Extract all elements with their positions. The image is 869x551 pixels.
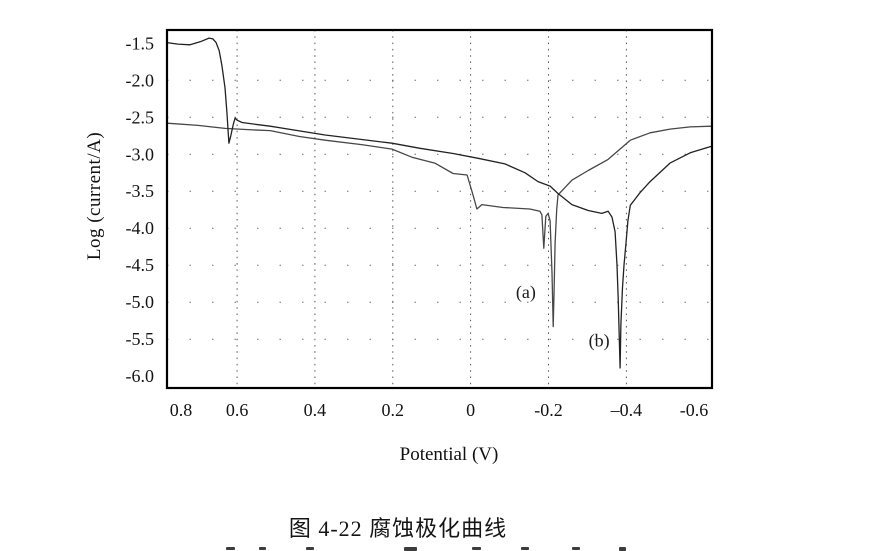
curve-b [166, 37, 713, 369]
y-tick-label: -5.0 [126, 292, 155, 312]
x-tick-label: 0.2 [382, 400, 405, 420]
y-tick-label: -4.0 [126, 218, 155, 238]
y-tick-label: -5.5 [126, 329, 155, 349]
x-tick-label: –0.4 [610, 400, 643, 420]
x-tick-label: 0.8 [170, 400, 193, 420]
plot-border [165, 28, 714, 390]
x-tick-label: 0.4 [304, 400, 327, 420]
figure-caption: 图 4-22 腐蚀极化曲线 [288, 516, 508, 541]
x-tick-label: 0.6 [226, 400, 249, 420]
y-tick-label: -1.5 [126, 33, 155, 53]
series-label-b: (b) [589, 331, 610, 352]
y-tick-label: -4.5 [126, 255, 155, 275]
x-tick-label: -0.6 [680, 400, 709, 420]
y-tick-label: -2.5 [126, 107, 155, 127]
y-tick-label: -2.0 [126, 70, 155, 90]
y-axis-title: Log (current/A) [84, 131, 105, 261]
x-tick-label: 0 [466, 400, 475, 420]
series-label-a: (a) [516, 282, 536, 303]
x-axis-title: Potential (V) [399, 444, 499, 465]
y-tick-label: -3.0 [126, 144, 155, 164]
y-tick-label: -6.0 [126, 366, 155, 386]
curve-a [166, 122, 713, 328]
x-tick-label: -0.2 [534, 400, 563, 420]
y-tick-label: -3.5 [126, 181, 155, 201]
